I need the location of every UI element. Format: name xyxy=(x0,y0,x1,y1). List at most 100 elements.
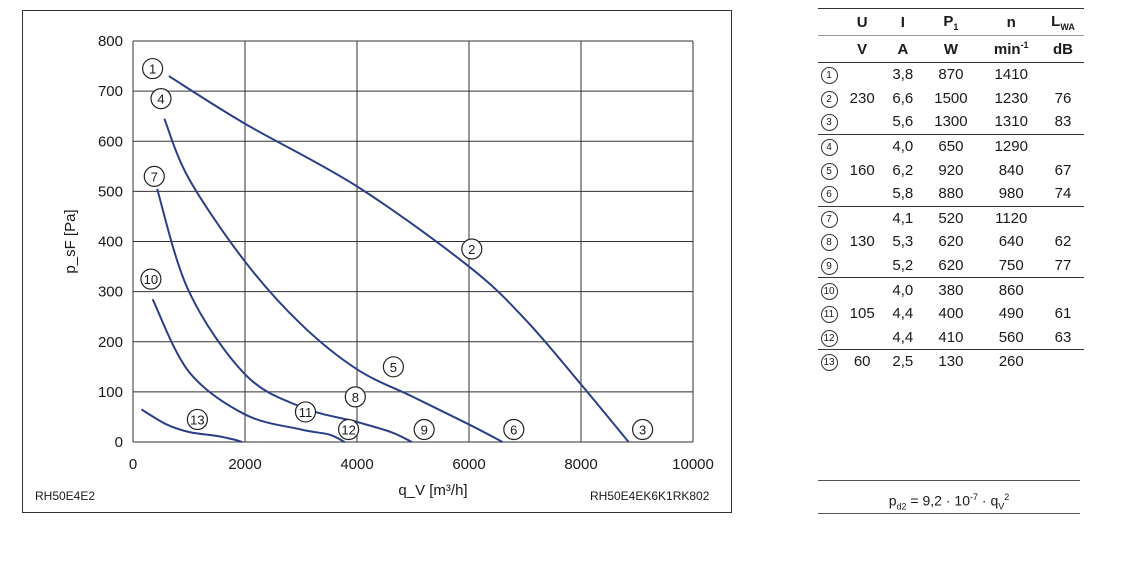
y-tick-label: 800 xyxy=(98,33,123,50)
cell-current: 4,4 xyxy=(892,305,914,323)
cell-voltage: 60 xyxy=(840,349,885,374)
row-id-badge: 8 xyxy=(820,234,838,252)
table-row: 13 60 2,5 130 260 xyxy=(818,349,1084,374)
row-id-badge: 7 xyxy=(820,210,838,228)
cell-sound: 76 xyxy=(1054,89,1072,107)
col-power: P1 xyxy=(921,8,981,36)
x-tick-label: 0 xyxy=(129,456,137,473)
row-id: 1 xyxy=(818,61,840,87)
row-id-badge: 5 xyxy=(820,162,838,180)
unit-voltage: V xyxy=(840,35,885,63)
point-label-3: 3 xyxy=(639,422,646,437)
row-id: 8 xyxy=(818,230,840,254)
point-label-12: 12 xyxy=(341,422,355,437)
row-id-badge: 3 xyxy=(820,114,838,132)
cell-voltage: 160 xyxy=(849,161,875,179)
table-row: 4 4,0 650 1290 xyxy=(818,133,1084,159)
cell-sound xyxy=(1041,205,1084,231)
y-tick-label: 700 xyxy=(98,83,123,100)
point-label-10: 10 xyxy=(144,272,158,287)
cell-voltage: 105 xyxy=(849,305,875,323)
col-current: I xyxy=(884,8,922,36)
spec-table-body: 1 3,8 870 1410 2 230 6,6 1500 1230 76 3 5,6 1300 1310… xyxy=(818,61,1084,374)
unit-speed: min-1 xyxy=(980,35,1042,63)
cell-voltage xyxy=(840,326,884,350)
point-label-11: 11 xyxy=(299,405,313,420)
cell-current: 6,6 xyxy=(892,89,914,107)
cell-voltage xyxy=(840,133,885,159)
cell-sound xyxy=(1041,349,1084,374)
cell-voltage xyxy=(840,277,885,302)
cell-sound: 61 xyxy=(1054,305,1072,323)
col-id xyxy=(818,8,840,36)
curve-13 xyxy=(140,408,243,443)
cell-sound: 62 xyxy=(1054,233,1072,251)
chart-frame: 0 2000 4000 6000 8000 10000 0 100 200 300 400 500 60… xyxy=(22,10,732,513)
row-id-badge: 4 xyxy=(820,139,838,157)
cell-power: 650 xyxy=(921,133,981,159)
cell-power: 1500 xyxy=(934,89,968,107)
curve-4-5-6 xyxy=(163,118,504,443)
row-id: 5 xyxy=(818,158,840,182)
y-tick-label: 300 xyxy=(98,284,123,301)
cell-sound: 63 xyxy=(1054,328,1072,346)
row-id: 9 xyxy=(818,254,840,278)
point-marker-10 xyxy=(140,268,162,290)
cell-current: 2,5 xyxy=(884,349,922,374)
point-marker-1 xyxy=(142,57,164,80)
cell-speed: 560 xyxy=(998,328,1024,346)
cell-voltage xyxy=(840,254,884,278)
point-marker-13 xyxy=(186,408,208,431)
cell-voltage xyxy=(840,205,885,231)
point-marker-5 xyxy=(382,356,404,378)
point-marker-12 xyxy=(338,418,360,441)
cell-current: 6,2 xyxy=(892,161,914,179)
table-row: 10 4,0 380 860 xyxy=(818,277,1084,302)
cell-power: 620 xyxy=(938,233,964,251)
cell-speed: 1120 xyxy=(980,205,1042,231)
point-label-8: 8 xyxy=(352,390,359,405)
cell-voltage xyxy=(840,110,884,134)
cell-speed: 260 xyxy=(980,349,1042,374)
row-id: 3 xyxy=(818,110,840,134)
curve-10-11-12 xyxy=(151,298,346,443)
col-voltage: U xyxy=(840,8,885,36)
row-id: 12 xyxy=(818,326,840,350)
table-row: 9 5,2 620 750 77 xyxy=(818,254,1084,278)
cell-current: 4,4 xyxy=(892,328,914,346)
row-id: 11 xyxy=(818,302,840,326)
cell-current: 3,8 xyxy=(884,61,922,87)
row-id: 4 xyxy=(818,133,840,159)
row-id-badge: 9 xyxy=(820,258,838,276)
table-row: 2 230 6,6 1500 1230 76 xyxy=(818,87,1084,111)
table-row: 1 3,8 870 1410 xyxy=(818,61,1084,87)
cell-sound: 83 xyxy=(1054,113,1072,131)
cell-power: 620 xyxy=(938,257,964,275)
cell-speed: 1290 xyxy=(980,133,1042,159)
cell-sound: 67 xyxy=(1054,161,1072,179)
x-axis-label: q_V [m³/h] xyxy=(398,482,467,499)
table-row: 5 160 6,2 920 840 67 xyxy=(818,158,1084,182)
x-tick-label: 10000 xyxy=(672,456,714,473)
x-tick-label: 6000 xyxy=(452,456,485,473)
cell-current: 4,0 xyxy=(884,277,922,302)
y-tick-label: 100 xyxy=(98,384,123,401)
y-tick-label: 400 xyxy=(98,234,123,251)
cell-sound: 77 xyxy=(1054,257,1072,275)
cell-speed: 490 xyxy=(998,305,1024,323)
model-code-right: RH50E4EK6K1RK802 xyxy=(590,489,710,503)
point-label-6: 6 xyxy=(510,422,517,437)
cell-current: 5,3 xyxy=(892,233,914,251)
formula: pd2 = 9,2 · 10-7 · qV2 xyxy=(818,480,1080,514)
curve-1-2-3 xyxy=(168,75,630,443)
col-speed: n xyxy=(980,8,1042,36)
point-marker-9 xyxy=(413,418,435,441)
table-row: 7 4,1 520 1120 xyxy=(818,205,1084,231)
cell-speed: 1310 xyxy=(994,113,1028,131)
cell-power: 400 xyxy=(938,305,964,323)
cell-power: 130 xyxy=(921,349,981,374)
point-marker-7 xyxy=(143,165,165,187)
unit-current: A xyxy=(884,35,922,63)
curve-7-8-9 xyxy=(156,188,413,443)
cell-speed: 1230 xyxy=(994,89,1028,107)
